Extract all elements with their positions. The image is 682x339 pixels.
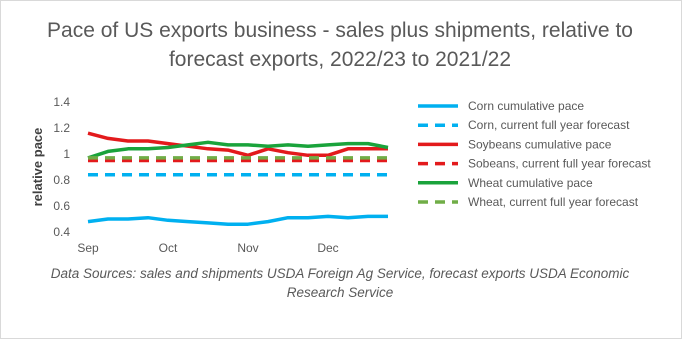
x-tick-label: Dec xyxy=(317,241,338,255)
y-tick-label: 0.6 xyxy=(53,199,70,213)
y-tick-label: 0.4 xyxy=(53,225,70,239)
y-tick-label: 1.2 xyxy=(53,121,70,135)
legend-label: Corn cumulative pace xyxy=(468,99,584,113)
series-line-4 xyxy=(87,140,389,160)
y-tick-label: 1 xyxy=(63,147,70,161)
y-tick-label: 1.4 xyxy=(53,95,70,109)
legend-label: Wheat, current full year forecast xyxy=(468,195,639,209)
chart-title: Pace of US exports business - sales plus… xyxy=(47,19,633,71)
x-tick-label: Nov xyxy=(237,241,258,255)
legend-label: Corn, current full year forecast xyxy=(468,118,630,132)
y-tick-label: 0.8 xyxy=(53,173,70,187)
y-axis: 0.4 0.6 0.8 1 1.2 1.4 relative pace xyxy=(30,95,70,239)
x-axis: Sep Oct Nov Dec xyxy=(77,241,338,255)
legend-label: Wheat cumulative pace xyxy=(468,176,593,190)
legend-label: Sobeans, current full year forecast xyxy=(468,157,651,171)
source-note: Data Sources: sales and shipments USDA F… xyxy=(50,266,630,300)
series-line-0 xyxy=(87,214,388,226)
x-tick-label: Oct xyxy=(159,241,178,255)
x-tick-label: Sep xyxy=(77,241,99,255)
series-layer xyxy=(87,131,389,226)
legend-label: Soybeans cumulative pace xyxy=(468,137,612,151)
legend: Corn cumulative pace Corn, current full y… xyxy=(418,99,651,209)
y-axis-title: relative pace xyxy=(30,128,45,207)
series-line-2 xyxy=(87,131,388,158)
